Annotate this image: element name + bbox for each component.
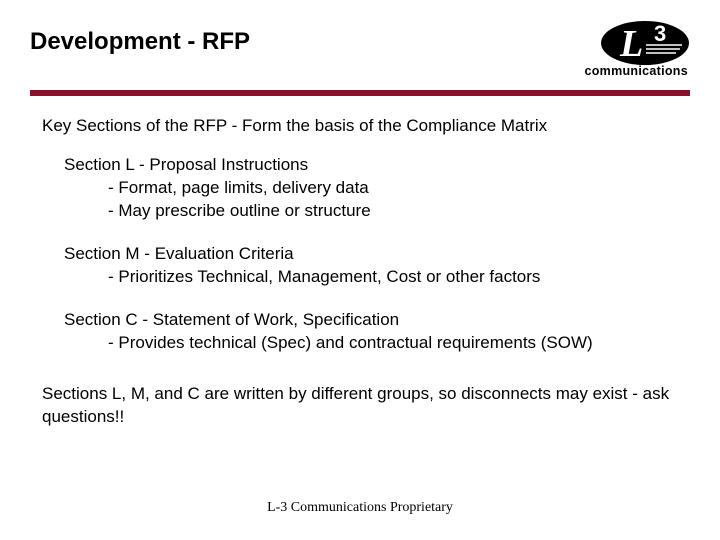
company-logo: L 3 communications	[584, 20, 690, 78]
section-title: Section L - Proposal Instructions	[64, 154, 684, 177]
footer-text: L-3 Communications Proprietary	[0, 500, 720, 516]
section-title: Section M - Evaluation Criteria	[64, 243, 684, 266]
section-title: Section C - Statement of Work, Specifica…	[64, 309, 684, 332]
closing-text: Sections L, M, and C are written by diff…	[42, 383, 684, 429]
section-block: Section M - Evaluation Criteria - Priori…	[64, 243, 684, 289]
bullet-item: - Provides technical (Spec) and contract…	[108, 332, 684, 355]
section-bullets: - Prioritizes Technical, Management, Cos…	[108, 266, 684, 289]
slide-header: Development - RFP L 3 communications	[30, 22, 690, 78]
section-block: Section L - Proposal Instructions - Form…	[64, 154, 684, 223]
section-bullets: - Format, page limits, delivery data - M…	[108, 177, 684, 223]
section-block: Section C - Statement of Work, Specifica…	[64, 309, 684, 355]
slide-body: Key Sections of the RFP - Form the basis…	[30, 96, 690, 428]
slide-title: Development - RFP	[30, 22, 250, 57]
bullet-item: - Format, page limits, delivery data	[108, 177, 684, 200]
bullet-item: - Prioritizes Technical, Management, Cos…	[108, 266, 684, 289]
l3-logo-icon: L 3	[592, 20, 690, 66]
logo-subtext: communications	[584, 64, 688, 78]
bullet-item: - May prescribe outline or structure	[108, 200, 684, 223]
logo-digit: 3	[654, 21, 666, 46]
section-bullets: - Provides technical (Spec) and contract…	[108, 332, 684, 355]
slide: Development - RFP L 3 communications Key…	[0, 0, 720, 540]
logo-letter: L	[619, 23, 643, 65]
intro-text: Key Sections of the RFP - Form the basis…	[42, 116, 684, 136]
